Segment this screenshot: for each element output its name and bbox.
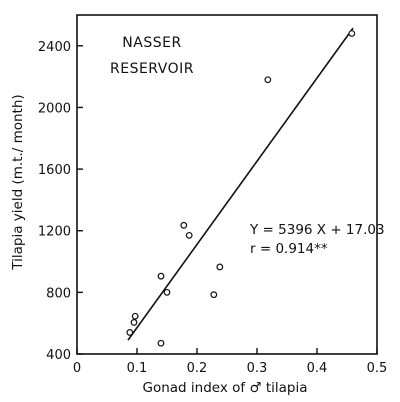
y-tick-label: 2000 — [38, 101, 71, 116]
y-tick-label: 2400 — [38, 40, 71, 55]
y-tick-label: 1200 — [38, 225, 71, 240]
data-point — [264, 76, 272, 84]
data-point — [216, 263, 224, 271]
data-point — [157, 272, 165, 280]
x-tick-label: 0.2 — [187, 361, 208, 376]
regression-r-value: r = 0.914** — [250, 241, 328, 257]
data-point — [163, 288, 171, 296]
x-axis-title: Gonad index of ♂ tilapia — [143, 380, 308, 396]
regression-line — [127, 27, 354, 341]
y-tick-label: 1600 — [38, 163, 71, 178]
y-tick-label: 800 — [46, 286, 71, 301]
data-point — [131, 312, 139, 320]
plot-frame — [76, 14, 378, 355]
y-axis-title: Tilapia yield (m.t./ month) — [10, 94, 26, 270]
annotation-line-1: NASSER — [122, 35, 181, 51]
x-tick-label: 0.5 — [367, 361, 388, 376]
data-point — [185, 231, 193, 239]
data-point — [157, 339, 165, 347]
regression-equation: Y = 5396 X + 17.03 — [249, 222, 385, 238]
data-point — [348, 30, 356, 37]
data-point — [180, 221, 188, 229]
data-point — [210, 291, 218, 299]
y-tick-label: 400 — [46, 348, 71, 363]
x-tick-label: 0.3 — [247, 361, 268, 376]
x-tick-label: 0.4 — [307, 361, 328, 376]
annotation-line-2: RESERVOIR — [110, 61, 194, 77]
data-point — [130, 319, 138, 326]
x-tick-label: 0.1 — [127, 361, 148, 376]
x-tick-label: 0 — [73, 361, 81, 376]
data-point — [126, 329, 134, 336]
